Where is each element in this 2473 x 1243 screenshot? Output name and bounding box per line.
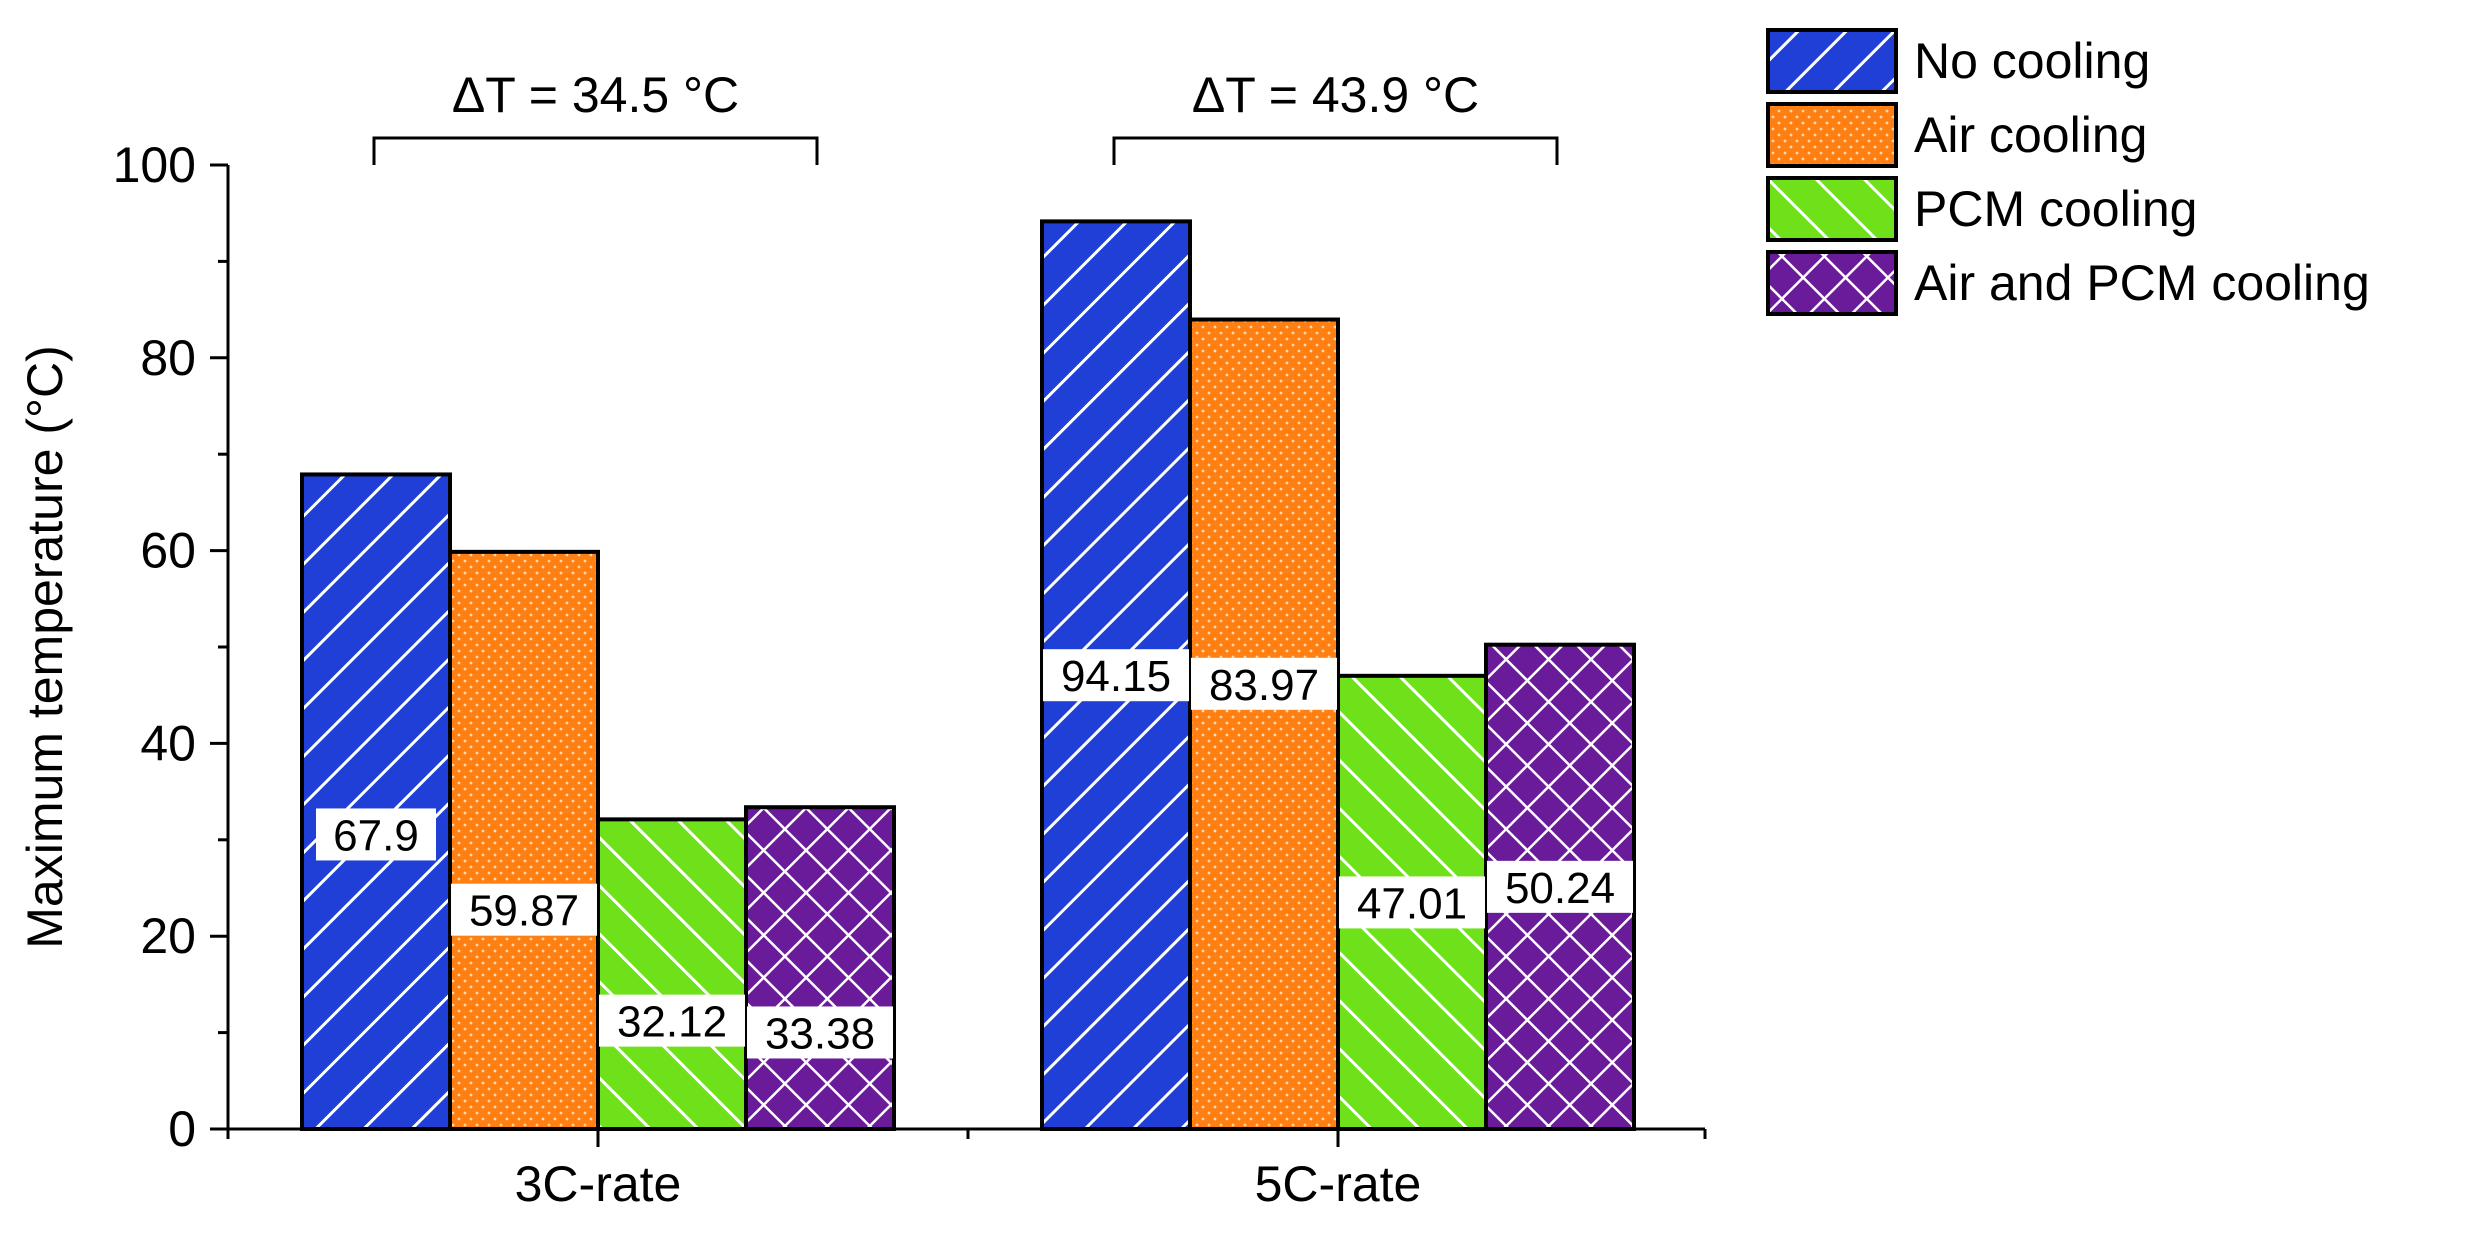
data-label: 33.38 <box>765 1009 875 1058</box>
y-tick-label: 60 <box>140 523 196 579</box>
bar <box>448 549 600 1131</box>
data-label-background <box>1339 876 1485 929</box>
bar <box>1188 317 1340 1132</box>
legend: No cooling Air cooling PCM cooling Air and … <box>1766 28 2370 316</box>
y-tick-label: 0 <box>168 1101 196 1157</box>
y-tick-label: 100 <box>113 137 196 193</box>
axes: 0 20 40 60 80 100 Maximum temperature (°C) 3C-r… <box>17 137 1707 1212</box>
delta-t-bracket <box>372 136 819 165</box>
legend-swatch <box>1766 102 1898 168</box>
data-label-background <box>316 808 436 861</box>
delta-t-annotation: ΔT = 34.5 °C <box>452 67 739 123</box>
data-label: 67.9 <box>333 811 419 860</box>
data-label-background <box>1191 657 1337 710</box>
bar <box>300 472 452 1132</box>
data-label-background <box>747 1006 893 1059</box>
bar <box>744 805 896 1131</box>
legend-label: No cooling <box>1914 33 2150 89</box>
legend-label: Air and PCM cooling <box>1914 255 2370 311</box>
data-label: 47.01 <box>1357 879 1467 928</box>
data-label: 32.12 <box>617 998 727 1047</box>
y-tick-label: 40 <box>140 715 196 771</box>
annotations-group: ΔT = 34.5 °C ΔT = 43.9 °C <box>372 67 1559 165</box>
legend-swatch <box>1766 176 1898 242</box>
delta-t-annotation: ΔT = 43.9 °C <box>1192 67 1479 123</box>
data-label: 50.24 <box>1505 864 1615 913</box>
legend-label: Air cooling <box>1914 107 2147 163</box>
bars-group <box>300 219 1636 1132</box>
legend-swatch <box>1766 250 1898 316</box>
data-label-background <box>1487 860 1633 913</box>
legend-label: PCM cooling <box>1914 181 2197 237</box>
data-label-background <box>599 994 745 1047</box>
data-label-background <box>1043 649 1189 702</box>
bar-labels-group: 67.9 94.15 59.87 83.97 32.12 47.01 33.38 50.24 <box>316 649 1633 1059</box>
delta-t-bracket <box>1112 136 1559 165</box>
legend-swatch <box>1766 28 1898 94</box>
data-label: 59.87 <box>469 887 579 936</box>
y-tick-label: 20 <box>140 908 196 964</box>
x-tick-label: 5C-rate <box>1255 1156 1422 1212</box>
bar <box>596 817 748 1132</box>
y-tick-label: 80 <box>140 330 196 386</box>
data-label: 83.97 <box>1209 661 1319 710</box>
data-label: 94.15 <box>1061 652 1171 701</box>
data-label-background <box>451 883 597 936</box>
y-axis-label: Maximum temperature (°C) <box>17 345 73 948</box>
x-tick-label: 3C-rate <box>515 1156 682 1212</box>
